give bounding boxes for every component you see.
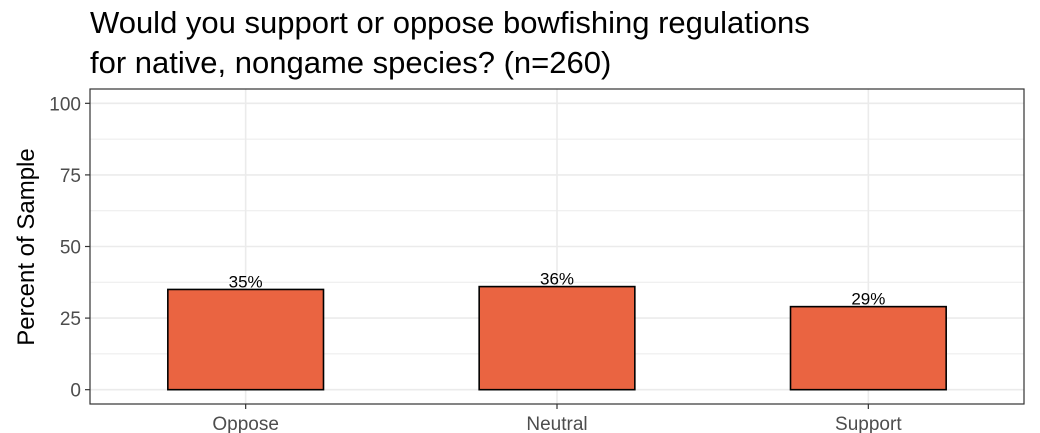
- data-label-neutral: 36%: [540, 270, 574, 289]
- x-tick-label-oppose: Oppose: [212, 414, 279, 433]
- data-label-oppose: 35%: [229, 272, 263, 291]
- bar-support: [789, 305, 947, 391]
- x-tick-label-support: Support: [835, 414, 902, 433]
- bar-neutral: [478, 285, 636, 391]
- y-tick-label: 0: [70, 381, 81, 402]
- data-label-support: 29%: [851, 290, 885, 309]
- bar-oppose: [167, 288, 325, 391]
- bars: [167, 285, 947, 391]
- chart-title-line-2: for native, nongame species? (n=260): [90, 45, 611, 80]
- x-axis-ticks: Oppose Neutral Support: [212, 404, 902, 433]
- y-tick-label: 75: [60, 166, 81, 187]
- chart-title-line-1: Would you support or oppose bowfishing r…: [90, 5, 810, 40]
- y-axis-ticks: 0 25 50 75 100: [49, 94, 90, 402]
- y-axis-label: Percent of Sample: [13, 148, 40, 345]
- y-tick-label: 100: [49, 94, 81, 115]
- y-tick-label: 50: [60, 238, 81, 259]
- y-tick-label: 25: [60, 309, 81, 330]
- data-labels: 35% 36% 29%: [229, 270, 886, 309]
- x-tick-label-neutral: Neutral: [526, 414, 587, 433]
